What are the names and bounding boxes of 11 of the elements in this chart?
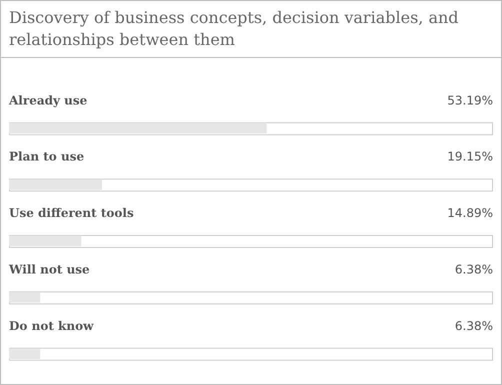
y-tick-label: Use different tools: [9, 206, 134, 220]
data-label: 14.89%: [447, 206, 493, 220]
data-label: 53.19%: [447, 93, 493, 108]
y-tick-label: Do not know: [9, 318, 94, 333]
chart-title: Discovery of business concepts, decision variables, and relationships between them: [1, 1, 501, 58]
data-label: 19.15%: [447, 150, 493, 164]
data-label: 6.38%: [454, 318, 493, 333]
y-tick-label: Plan to use: [9, 150, 84, 164]
y-tick-label: Will not use: [8, 262, 90, 277]
data-label: 6.38%: [454, 262, 493, 277]
y-tick-label: Already use: [8, 93, 88, 108]
